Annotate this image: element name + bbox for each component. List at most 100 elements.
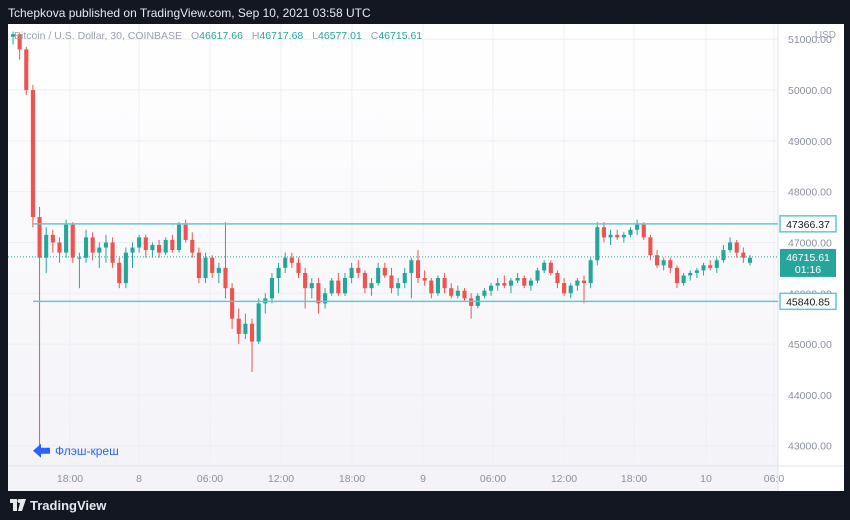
candle-body — [57, 242, 62, 253]
candle-body — [694, 270, 699, 273]
candle-body — [17, 34, 22, 50]
candle-body — [674, 267, 680, 284]
low-value: 46577.01 — [318, 30, 362, 42]
tradingview-logo[interactable]: TradingView — [10, 498, 106, 513]
candle-body — [24, 49, 29, 91]
y-tick-label: 51000.00 — [788, 34, 832, 46]
candle-body — [681, 275, 686, 284]
currency-label: USD — [814, 30, 836, 41]
candle-body — [515, 278, 520, 281]
candle-body — [482, 290, 487, 296]
candle-body — [349, 267, 354, 279]
candle-body — [342, 278, 348, 294]
candle-body — [588, 260, 593, 284]
candle-body — [568, 285, 573, 294]
candle-body — [435, 278, 440, 294]
candle-body — [415, 260, 421, 279]
candle-body — [734, 242, 739, 253]
candle-body — [714, 260, 719, 268]
candle-body — [449, 288, 454, 296]
candle-body — [708, 265, 713, 268]
x-tick-label: 9 — [420, 473, 426, 485]
candle-body — [176, 224, 182, 251]
candle-body — [522, 278, 527, 286]
candle-body — [123, 252, 128, 284]
candle-body — [641, 224, 646, 238]
candle-body — [462, 290, 467, 299]
candle-body — [37, 217, 42, 258]
price-chart[interactable]: 43000.0044000.0045000.0046000.0047000.00… — [8, 24, 844, 491]
candle-body — [562, 283, 567, 294]
x-tick-label: 06:00 — [197, 473, 223, 485]
candle-body — [648, 237, 653, 256]
candle-body — [50, 234, 55, 243]
candle-body — [508, 280, 514, 286]
candle-body — [628, 229, 633, 235]
candle-body — [323, 293, 328, 304]
candle-body — [575, 280, 580, 286]
candle-body — [469, 298, 474, 306]
close-key: C — [370, 30, 379, 42]
candle-body — [488, 285, 494, 291]
candle-body — [170, 239, 175, 251]
left-arrow-icon — [33, 443, 50, 458]
level-tag — [779, 215, 837, 233]
candle-body — [608, 234, 613, 238]
candle-body — [316, 283, 321, 304]
level-tag-label: 45840.85 — [786, 296, 830, 308]
candle-body — [223, 267, 228, 289]
x-tick-label: 06:00 — [480, 473, 506, 485]
candle-body — [336, 280, 341, 294]
candle-body — [269, 278, 275, 299]
candle-body — [376, 267, 381, 284]
candle-body — [654, 255, 660, 266]
chart-area[interactable]: 43000.0044000.0045000.0046000.0047000.00… — [8, 24, 844, 491]
y-tick-label: 47000.00 — [788, 237, 832, 249]
candle-body — [103, 242, 109, 248]
candle-body — [382, 267, 387, 276]
candle-body — [555, 272, 560, 284]
candle-body — [183, 224, 188, 240]
top-bar: Tchepkova published on TradingView.com, … — [0, 0, 850, 24]
candle-body — [309, 283, 314, 289]
candle-body — [396, 283, 401, 289]
candle-body — [256, 303, 261, 342]
x-tick-label: 10 — [700, 473, 712, 485]
x-tick-label: 18:00 — [57, 473, 83, 485]
candle-body — [10, 34, 16, 37]
x-tick-label: 12:00 — [268, 473, 294, 485]
candle-body — [157, 245, 162, 253]
candle-body — [409, 260, 414, 273]
candle-body — [230, 288, 235, 319]
level-tag — [779, 292, 837, 311]
candle-body — [495, 283, 500, 286]
y-tick-label: 49000.00 — [788, 136, 832, 148]
level-tag-label: 47366.37 — [786, 219, 830, 231]
y-tick-label: 44000.00 — [788, 390, 832, 402]
candle-body — [528, 280, 533, 286]
candle-body — [196, 252, 201, 279]
candle-body — [635, 224, 640, 230]
candle-body — [64, 224, 69, 253]
high-value: 46717.68 — [259, 30, 304, 42]
candle-body — [581, 280, 587, 284]
annotation-label: Флэш-креш — [55, 444, 119, 458]
y-tick-label: 50000.00 — [788, 85, 832, 97]
tradingview-logo-icon — [10, 499, 26, 511]
candle-body — [621, 234, 626, 238]
candle-body — [356, 267, 361, 273]
candle-body — [668, 260, 673, 268]
candle-body — [362, 272, 367, 289]
candle-body — [236, 318, 241, 334]
candle-body — [110, 242, 115, 263]
candle-body — [216, 267, 221, 273]
candle-body — [747, 257, 753, 263]
x-tick-label: 06:0 — [764, 473, 785, 485]
candle-body — [150, 245, 155, 251]
y-tick-label: 45000.00 — [788, 339, 832, 351]
bottom-bar — [0, 491, 850, 520]
x-tick-label: 18:00 — [339, 473, 365, 485]
open-key: O — [190, 30, 200, 42]
candle-body — [97, 247, 102, 253]
